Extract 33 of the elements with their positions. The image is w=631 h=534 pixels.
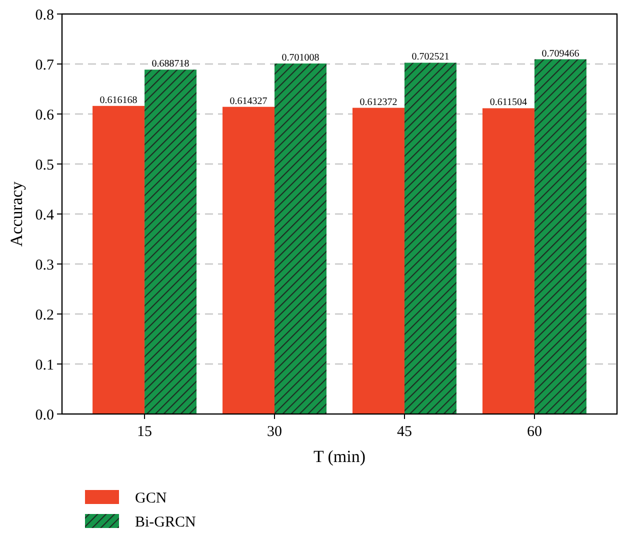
data-label: 0.612372 [360,96,398,108]
bar [534,59,586,414]
data-label: 0.614327 [230,96,268,107]
data-label: 0.709466 [542,48,580,60]
data-label: 0.611504 [490,97,528,108]
x-tick-label: 30 [267,424,282,440]
x-axis-title: T (min) [313,447,366,466]
y-tick-label: 0.6 [35,107,54,124]
bar [482,108,534,414]
bar [404,62,456,414]
bar [92,106,145,414]
y-axis-title: Accuracy [7,180,26,247]
data-label: 0.701008 [282,52,320,64]
y-tick-label: 0.8 [35,7,54,24]
data-label: 0.702521 [412,52,450,63]
y-tick-label: 0.1 [35,357,54,374]
y-tick-label: 0.4 [35,207,54,224]
data-label: 0.688718 [152,58,190,70]
y-tick-label: 0.5 [35,157,54,174]
bar [352,108,404,414]
legend-label: Bi-GRCN [135,514,196,530]
x-tick-label: 15 [137,424,152,440]
bar [222,106,275,414]
data-label: 0.616168 [100,94,138,106]
y-tick-label: 0.3 [35,257,54,274]
y-tick-label: 0.0 [35,407,54,424]
bar [274,63,327,414]
y-tick-label: 0.2 [35,307,54,324]
y-tick-label: 0.7 [35,57,54,74]
bar [144,70,197,414]
x-tick-label: 60 [526,424,542,440]
legend-label: GCN [135,490,167,506]
x-tick-label: 45 [396,424,412,440]
